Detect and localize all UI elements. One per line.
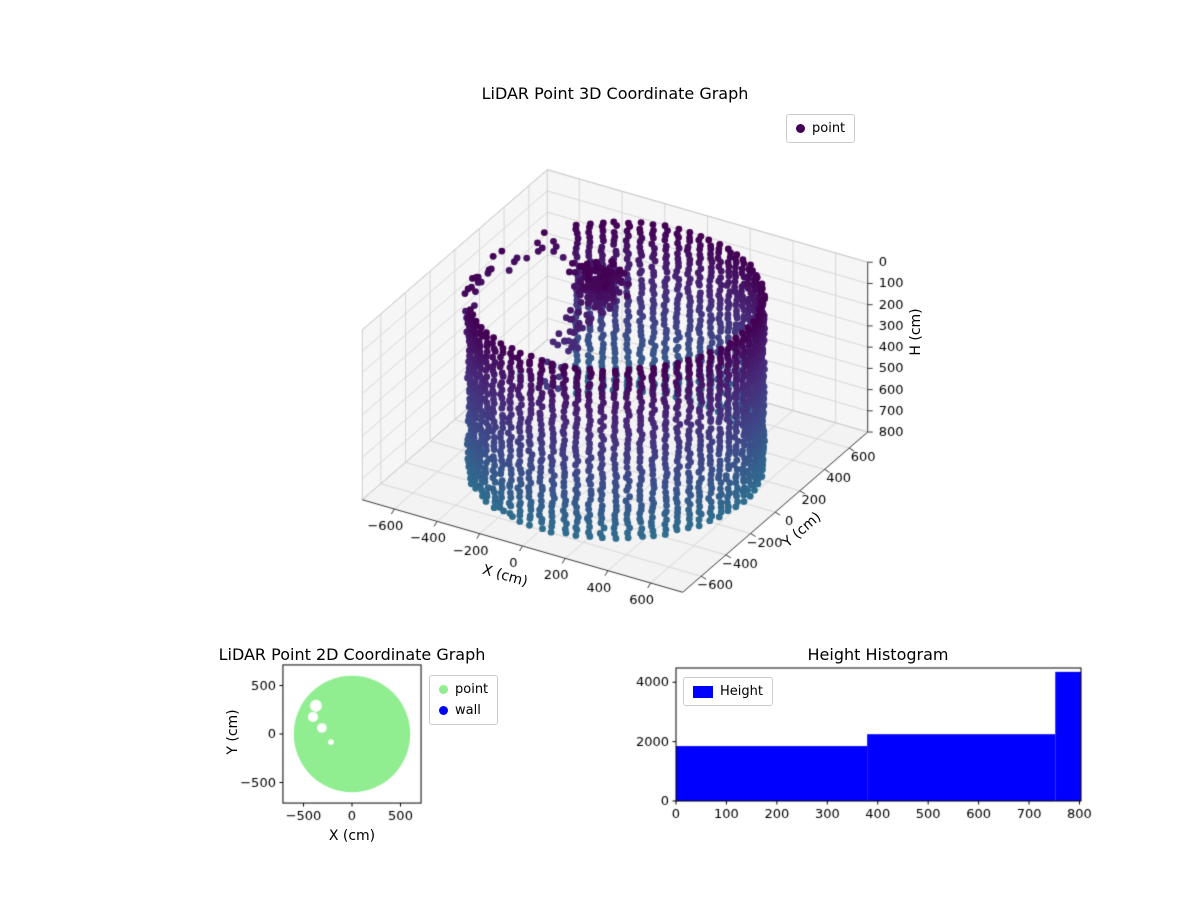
plot2d-title: LiDAR Point 2D Coordinate Graph (218, 645, 486, 664)
wall-legend-label: wall (455, 703, 481, 718)
height-legend-marker-icon (693, 685, 713, 698)
point-legend-label: point (455, 682, 489, 697)
histogram-legend: Height (683, 677, 773, 706)
legend-row-height: Height (693, 682, 763, 701)
height-legend-label: Height (720, 684, 763, 699)
plot2d-yaxis-label: Y (cm) (225, 709, 241, 755)
plot3d-zaxis-label: H (cm) (908, 308, 924, 356)
point-legend-label: point (812, 121, 846, 136)
wall-legend-marker-icon (439, 706, 448, 715)
legend-row-point: point (439, 680, 488, 699)
plot2d-legend: point wall (429, 675, 499, 725)
histogram-title: Height Histogram (807, 645, 949, 664)
point-legend-marker-icon (439, 685, 448, 694)
plot3d-title: LiDAR Point 3D Coordinate Graph (481, 84, 749, 103)
plot3d-legend: point (786, 114, 856, 143)
point-legend-marker-icon (796, 124, 805, 133)
plot2d-xaxis-label: X (cm) (328, 828, 376, 844)
legend-row-point: point (796, 119, 845, 138)
legend-row-wall: wall (439, 701, 488, 720)
